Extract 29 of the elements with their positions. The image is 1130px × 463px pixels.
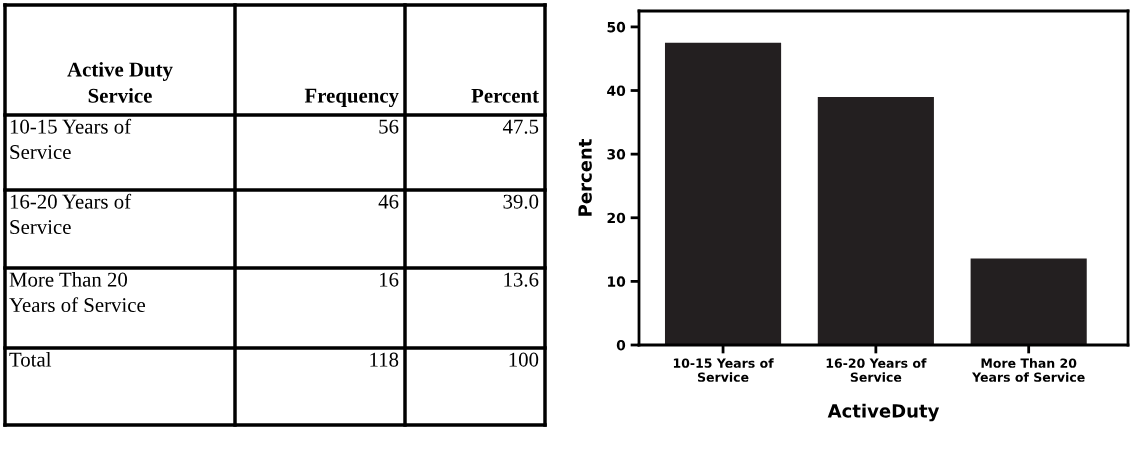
data-label: 100 — [509, 352, 539, 367]
y-tick-label: 20 — [607, 212, 626, 224]
x-tick-label: More Than 20 Years of Service — [971, 358, 1085, 382]
data-label: 118 — [370, 352, 399, 367]
y-tick-label: 40 — [607, 85, 626, 96]
y-axis-title: Percent — [578, 139, 592, 216]
category-label: 10-15 Years of Service — [10, 118, 132, 160]
x-axis-title: ActiveDuty — [827, 403, 940, 422]
text: Active Duty Service — [67, 61, 173, 103]
bar — [664, 42, 782, 345]
category-label: More Than 20 Years of Service — [9, 272, 146, 313]
category-label: 16-20 Years of Service — [10, 193, 132, 235]
data-label: 39.0 — [503, 194, 539, 209]
text: Percent — [471, 88, 539, 103]
y-tick-label: 0 — [616, 339, 626, 351]
data-label: 56 — [379, 119, 399, 134]
data-label: 47.5 — [502, 119, 539, 134]
data-label: 46 — [378, 194, 399, 209]
bar — [970, 258, 1087, 345]
bar — [817, 96, 934, 345]
data-label: 13.6 — [504, 272, 539, 287]
text: Frequency — [304, 88, 399, 107]
y-tick-label: 10 — [608, 276, 626, 287]
data-label: 16 — [380, 272, 399, 287]
x-tick-label: 16-20 Years of Service — [826, 358, 927, 382]
category-label: Total — [9, 352, 52, 367]
x-tick-label: 10-15 Years of Service — [673, 358, 774, 382]
y-tick-label: 50 — [607, 21, 626, 33]
y-tick-label: 30 — [607, 149, 626, 160]
